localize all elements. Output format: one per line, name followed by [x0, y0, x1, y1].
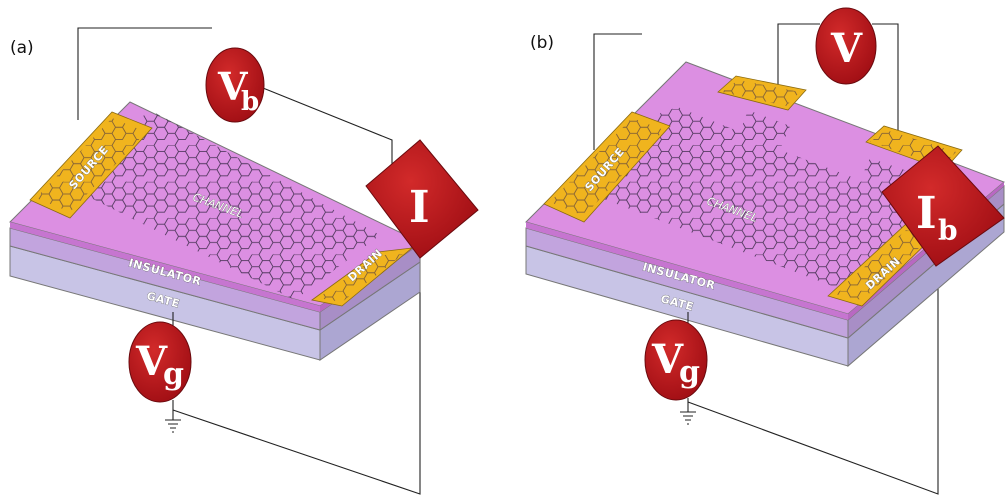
graphene-lattice-b: [580, 104, 930, 292]
panel-a-label: (a): [10, 38, 34, 58]
gate-voltmeter-b-sub: g: [679, 355, 700, 390]
bias-voltmeter-main: V: [217, 64, 249, 109]
wire-voltage-probes: [777, 23, 899, 140]
hall-voltmeter: V: [815, 7, 877, 85]
gate-voltmeter-sub: g: [163, 357, 184, 392]
gate-voltmeter: V g: [128, 321, 192, 403]
panel-a: (a) SOURCE DRAIN CHANNEL INSULATOR GATE: [9, 27, 479, 495]
ground-icon-b: [680, 411, 696, 425]
panel-b: (b) SOURCE DRAIN CHANNEL INSULATOR GA: [525, 7, 1005, 495]
hall-voltmeter-main: V: [830, 25, 863, 72]
bias-voltmeter-sub: b: [241, 87, 259, 117]
gate-voltmeter-main: V: [135, 338, 168, 385]
bias-current-meter-main: I: [916, 188, 937, 239]
current-meter: I: [365, 139, 479, 259]
ground-icon: [165, 419, 181, 433]
graphene-lattice: [65, 110, 380, 300]
gate-voltmeter-b-main: V: [651, 336, 684, 383]
bias-current-meter-sub: b: [938, 214, 958, 247]
wire-drain-return: [172, 250, 421, 495]
wire-drain-return-b: [687, 270, 939, 495]
bias-voltmeter: V b: [205, 47, 265, 123]
bias-current-meter: I b: [881, 145, 1005, 267]
current-meter-main: I: [409, 182, 430, 233]
panel-b-label: (b): [530, 33, 554, 53]
gate-voltmeter-b: V g: [644, 319, 708, 401]
wire-bias-b: [593, 33, 642, 150]
